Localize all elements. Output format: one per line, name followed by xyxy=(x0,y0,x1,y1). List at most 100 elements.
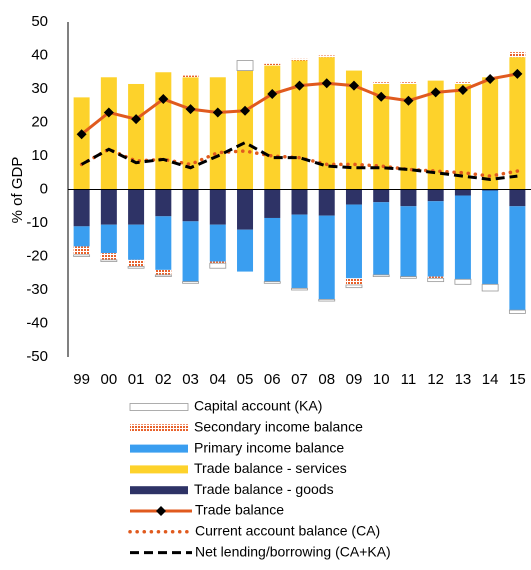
bar-segment xyxy=(73,254,91,257)
bar-segment xyxy=(100,189,117,225)
bar-segment xyxy=(509,206,526,311)
bar-segment xyxy=(454,195,471,280)
x-tick-label: 10 xyxy=(373,371,390,388)
series-line xyxy=(79,147,520,178)
line-marker xyxy=(457,85,468,96)
bar-segment xyxy=(427,276,444,279)
y-tick-label: 50 xyxy=(31,13,48,30)
bar-segment xyxy=(73,246,90,255)
bar-segment xyxy=(372,274,390,277)
bar-segment xyxy=(400,189,417,207)
bar-segment xyxy=(291,58,308,61)
bar-segment xyxy=(373,83,390,190)
legend-label: Capital account (KA) xyxy=(194,398,322,414)
legend-label: Trade balance - services xyxy=(194,460,347,476)
bar-segment xyxy=(345,284,363,289)
bar-segment xyxy=(155,189,172,217)
x-tick-label: 04 xyxy=(209,371,226,388)
bar-segment xyxy=(264,65,281,190)
y-tick-label: 20 xyxy=(31,113,48,130)
x-tick-label: 15 xyxy=(509,371,526,388)
bar-segment xyxy=(209,77,226,190)
line-marker xyxy=(185,104,196,115)
legend-swatch xyxy=(130,424,188,432)
line-marker xyxy=(131,114,142,125)
y-axis-title: % of GDP xyxy=(9,157,26,224)
bar-segment xyxy=(128,83,145,190)
line-marker xyxy=(76,129,87,140)
bar-segment xyxy=(128,189,145,225)
legend-label: Trade balance xyxy=(195,502,284,518)
x-tick-label: 07 xyxy=(291,371,308,388)
bar-segment xyxy=(100,224,117,254)
bar-segment xyxy=(182,281,199,284)
bar-segment xyxy=(454,82,471,84)
x-tick-label: 09 xyxy=(346,371,363,388)
series-line xyxy=(80,140,518,181)
line-marker xyxy=(403,95,414,106)
bar-segment xyxy=(237,70,254,190)
line-marker xyxy=(158,94,169,105)
bar-segment xyxy=(400,83,417,190)
legend-swatch xyxy=(129,403,189,411)
bar-segment xyxy=(264,189,281,218)
bar-segment xyxy=(291,287,308,291)
bar-segment xyxy=(264,63,281,66)
bar-segment xyxy=(100,253,117,260)
bar-segment xyxy=(482,189,499,191)
line-marker xyxy=(348,80,359,91)
bar-segment xyxy=(318,189,335,216)
bar-segment xyxy=(481,283,499,292)
legend-marker xyxy=(156,506,166,516)
bar-segment xyxy=(155,216,172,270)
bar-segment xyxy=(209,224,226,262)
x-tick-label: 03 xyxy=(182,371,199,388)
line-marker xyxy=(103,107,114,118)
line-marker xyxy=(240,105,251,116)
y-tick-label: -30 xyxy=(26,281,48,298)
bar-segment xyxy=(345,278,362,285)
legend-label: Primary income balance xyxy=(194,439,344,455)
x-tick-label: 05 xyxy=(237,371,254,388)
bar-segment xyxy=(127,266,145,269)
bar-segment xyxy=(236,60,254,71)
y-tick-label: -50 xyxy=(26,348,48,365)
bar-segment xyxy=(182,189,199,222)
bar-segment xyxy=(373,82,390,84)
legend-label: Current account balance (CA) xyxy=(195,523,380,539)
bar-segment xyxy=(237,229,254,272)
bar-segment xyxy=(482,77,499,190)
y-tick-label: 0 xyxy=(40,180,48,197)
bar-segment xyxy=(155,269,172,275)
line-marker xyxy=(267,89,278,100)
bar-segment xyxy=(264,217,281,282)
bar-segment xyxy=(345,70,362,190)
x-tick-label: 08 xyxy=(318,371,335,388)
bar-segment xyxy=(291,189,308,215)
bar-segment xyxy=(209,262,227,269)
y-tick-label: -20 xyxy=(26,247,48,264)
bar-segment xyxy=(154,274,172,277)
bar-segment xyxy=(509,189,526,207)
bar-segment xyxy=(128,224,145,260)
bar-segment xyxy=(318,55,335,58)
bar-segment xyxy=(482,190,499,285)
line-marker xyxy=(485,73,496,84)
legend-label: Trade balance - goods xyxy=(194,481,334,497)
bar-segment xyxy=(427,277,445,283)
bar-segment xyxy=(345,189,362,205)
bar-segment xyxy=(100,77,117,190)
x-tick-label: 06 xyxy=(264,371,281,388)
line-marker xyxy=(430,87,441,98)
x-tick-label: 00 xyxy=(101,371,118,388)
line-marker xyxy=(294,80,305,91)
x-tick-label: 01 xyxy=(128,371,145,388)
bar-segment xyxy=(209,189,226,225)
bar-segment xyxy=(155,72,172,190)
bar-segment xyxy=(318,298,336,302)
legend-label: Secondary income balance xyxy=(194,419,363,435)
bar-segment xyxy=(73,226,90,247)
bar-segment xyxy=(373,202,390,275)
bar-segment xyxy=(373,189,390,203)
bar-segment xyxy=(182,221,199,282)
